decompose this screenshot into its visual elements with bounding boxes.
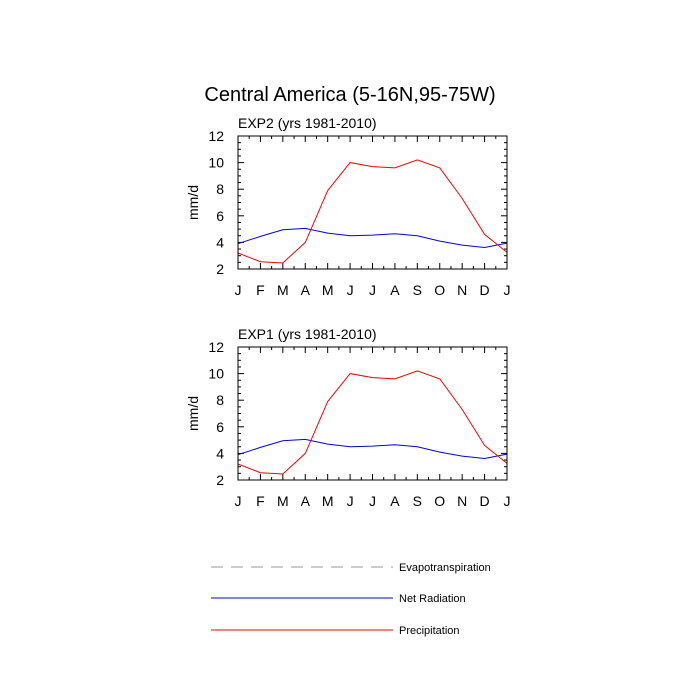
y-tick-label: 10 bbox=[208, 155, 224, 171]
x-tick-label: O bbox=[434, 282, 445, 298]
panel-title: EXP2 (yrs 1981-2010) bbox=[238, 115, 377, 131]
x-tick-label: D bbox=[480, 493, 490, 509]
y-tick-label: 10 bbox=[208, 366, 224, 382]
panel-title: EXP1 (yrs 1981-2010) bbox=[238, 326, 377, 342]
y-tick-label: 8 bbox=[216, 181, 224, 197]
series-line-net-radiation bbox=[237, 227, 508, 249]
x-tick-label: J bbox=[369, 282, 376, 298]
figure-title: Central America (5-16N,95-75W) bbox=[204, 84, 495, 106]
y-tick-label: 12 bbox=[208, 339, 224, 355]
x-tick-label: S bbox=[413, 282, 422, 298]
x-tick-label: N bbox=[457, 493, 467, 509]
legend-label: Precipitation bbox=[399, 625, 460, 637]
x-tick-label: J bbox=[504, 282, 511, 298]
plot-frame bbox=[237, 346, 508, 481]
x-tick-label: A bbox=[301, 282, 311, 298]
y-tick-label: 2 bbox=[216, 472, 224, 488]
x-tick-label: F bbox=[256, 282, 265, 298]
x-tick-label: J bbox=[235, 493, 242, 509]
x-tick-label: O bbox=[434, 493, 445, 509]
x-tick-label: N bbox=[457, 282, 467, 298]
x-tick-label: J bbox=[235, 282, 242, 298]
series-line-net-radiation bbox=[237, 438, 508, 460]
series-line-precipitation bbox=[237, 370, 508, 475]
x-tick-label: M bbox=[277, 493, 289, 509]
legend-label: Net Radiation bbox=[399, 593, 466, 605]
x-tick-label: A bbox=[301, 493, 311, 509]
series-line-precipitation bbox=[237, 159, 508, 264]
x-tick-label: M bbox=[322, 282, 334, 298]
y-tick-label: 4 bbox=[216, 234, 224, 250]
legend-label: Evapotranspiration bbox=[399, 562, 491, 574]
y-tick-label: 6 bbox=[216, 419, 224, 435]
y-tick-label: 2 bbox=[216, 261, 224, 277]
x-tick-label: M bbox=[322, 493, 334, 509]
legend-item-evapotranspiration: Evapotranspiration bbox=[211, 562, 491, 574]
y-tick-label: 8 bbox=[216, 392, 224, 408]
y-tick-label: 4 bbox=[216, 445, 224, 461]
legend-item-precipitation: Precipitation bbox=[211, 625, 460, 637]
x-tick-label: D bbox=[480, 282, 490, 298]
x-tick-label: J bbox=[369, 493, 376, 509]
legend-item-net-radiation: Net Radiation bbox=[211, 593, 466, 605]
x-tick-label: J bbox=[504, 493, 511, 509]
x-tick-label: A bbox=[390, 282, 400, 298]
x-tick-label: A bbox=[390, 493, 400, 509]
x-tick-label: S bbox=[413, 493, 422, 509]
x-tick-label: F bbox=[256, 493, 265, 509]
x-tick-label: J bbox=[347, 282, 354, 298]
y-tick-label: 6 bbox=[216, 208, 224, 224]
plot-frame bbox=[237, 135, 508, 270]
y-axis-label: mm/d bbox=[185, 185, 201, 220]
y-axis-label: mm/d bbox=[185, 396, 201, 431]
x-tick-label: M bbox=[277, 282, 289, 298]
x-tick-label: J bbox=[347, 493, 354, 509]
y-tick-label: 12 bbox=[208, 128, 224, 144]
